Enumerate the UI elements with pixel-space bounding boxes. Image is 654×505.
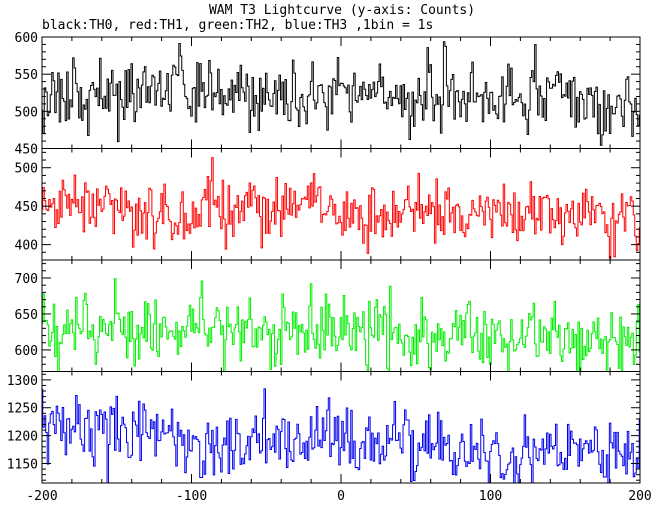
chart-title: WAM T3 Lightcurve (y-axis: Counts) [209,3,475,18]
x-tick-label: 100 [479,489,502,504]
y-tick-label: 500 [15,162,38,177]
panel-th2: 600 650 700 [15,259,641,372]
series-line-th1 [42,157,640,259]
y-tick-label: 450 [15,143,38,158]
y-tick-label: 550 [15,68,38,83]
y-tick-label: 600 [15,344,38,359]
series-line-th0 [42,41,640,146]
series-line-th2 [42,278,640,372]
x-tick-label: 200 [628,489,651,504]
y-tick-label: 450 [15,200,38,215]
series-line-th3 [42,388,640,483]
x-axis: -200 -100 0 100 200 [26,489,651,504]
y-tick-label: 1150 [7,457,38,472]
y-tick-label: 400 [15,239,38,254]
y-tick-label: 1300 [7,374,38,389]
y-tick-label: 600 [15,31,38,46]
y-tick-label: 1200 [7,430,38,445]
lightcurve-panels: 450 500 550 600 400 450 500 600 650 700 1150 1200 12… [7,31,652,504]
x-tick-label: -200 [26,489,57,504]
panel-th3: 1150 1200 1250 1300 [7,371,641,484]
y-tick-label: 700 [15,272,38,287]
x-tick-label: 0 [337,489,345,504]
chart-subtitle: black:TH0, red:TH1, green:TH2, blue:TH3 … [42,18,433,33]
x-tick-label: -100 [176,489,207,504]
y-tick-label: 500 [15,105,38,120]
y-tick-label: 1250 [7,402,38,417]
y-tick-label: 650 [15,308,38,323]
